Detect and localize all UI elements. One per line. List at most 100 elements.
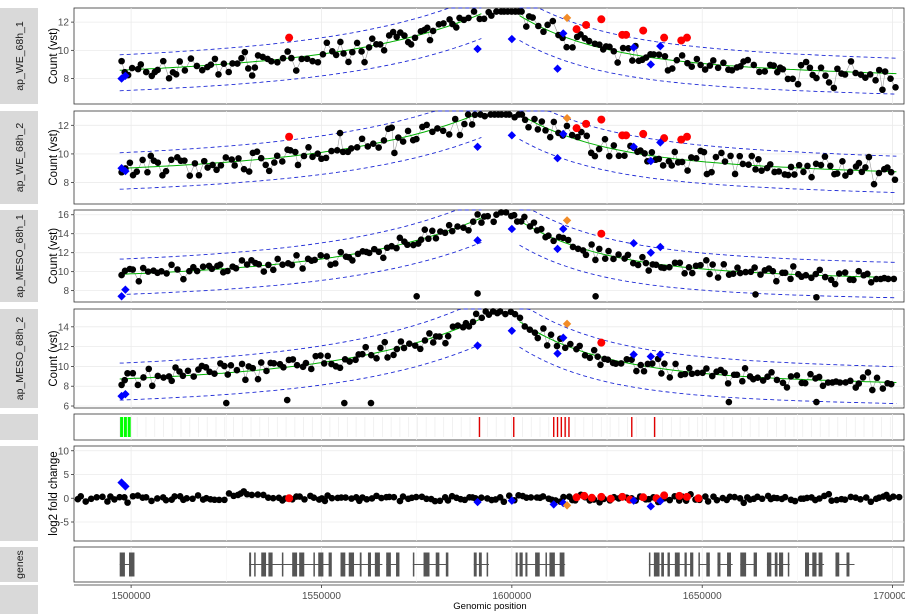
panel-2-point-142 [739,160,747,168]
panel-1-point-115 [610,47,618,55]
panel-3-point-79 [474,211,481,218]
panel-2-point-51 [339,148,347,156]
lfc-panel-point-172 [825,490,833,498]
panel-1-up-point-1 [572,25,581,34]
panel-3-down-diamond-2 [473,236,482,245]
panel-1-point-129 [668,65,676,72]
panel-3-point-35 [279,261,286,269]
panel-4-point-71 [429,339,437,346]
panel-4-point-33 [263,367,270,375]
panel-2-point-43 [305,144,312,151]
panel-3-point-69 [428,227,436,235]
panel-1-point-131 [678,52,686,59]
panel-4-point-151 [779,379,787,387]
panel-3-point-11 [168,261,175,269]
panel-2-y-title: Count (vst) [48,129,60,185]
genes-track-exon-7-3 [535,552,540,577]
lfc-panel-point-164 [791,497,799,505]
panel-3-point-80 [478,219,485,226]
panel-4-point-77 [454,322,462,329]
panel-1-point-62 [389,28,397,36]
panel-4-point-47 [324,352,332,360]
panel-2-down-diamond-6 [629,142,638,151]
panel-4-point-65 [400,344,408,352]
lfc-panel-down-diamond-8 [656,496,665,506]
panel-4-point-21 [211,370,218,377]
panel-4-strip [0,309,38,408]
genes-track-exon-1-6 [299,552,305,577]
lfc-panel-point-58 [328,494,336,502]
panel-4-point-32 [257,359,265,366]
panel-2-point-48 [328,147,335,155]
panel-1-point-99 [540,28,547,36]
panel-2-point-87 [505,111,513,118]
panel-2-down-diamond-8 [656,138,665,147]
panel-3-point-91 [521,213,528,221]
panel-4-outlier-3 [367,399,375,407]
panel-3-point-163 [841,269,849,276]
panel-2-strip-label: ap_WE_68h_2 [14,123,26,193]
panel-2-point-19 [200,157,208,165]
panel-3-point-157 [812,270,820,278]
panel-4-point-58 [373,355,380,362]
panel-3-point-106 [588,241,595,248]
panel-4-point-126 [666,374,674,381]
lfc-panel-point-21 [171,493,178,500]
panel-4-strip-label: ap_MESO_68h_2 [14,317,26,401]
lfc-panel-point-170 [816,495,823,502]
panel-4-point-40 [293,361,301,369]
lfc-panel-up-point-11 [675,491,684,500]
panel-4-point-173 [879,385,887,392]
panel-2-point-94 [534,126,542,133]
panel-1-point-139 [714,64,722,72]
lfc-panel-point-61 [342,494,349,501]
panel-2-point-123 [659,162,667,169]
panel-3-ytick-label-0: 8 [63,286,69,297]
lfc-panel-up-point-4 [597,492,606,501]
panel-2-point-11 [162,167,170,175]
panel-3-point-3 [129,266,137,273]
panel-2-point-27 [235,155,242,162]
panel-3-point-161 [831,280,839,288]
panel-4-point-115 [617,360,625,367]
panel-4-down-diamond-6 [629,350,638,359]
panel-4-point-30 [249,364,257,372]
panel-1-up-point-7 [660,33,669,42]
genes-track-exon-8-3 [667,552,670,577]
panel-4-point-97 [540,325,547,332]
panel-2-point-57 [370,140,377,147]
panel-2-frame [73,110,905,205]
genes-track-exon-3-1 [348,552,355,577]
panel-2-trend-line-0 [119,111,482,169]
panel-1-down-diamond-3 [507,34,517,44]
panel-3-point-102 [569,243,577,251]
panel-1-up-point-3 [597,15,606,24]
panel-2-point-28 [240,165,248,173]
panel-3-point-124 [666,263,673,271]
panel-1-point-9 [154,66,161,74]
panel-4-point-169 [859,374,867,381]
panel-1-point-180 [892,83,899,91]
panel-3-point-76 [460,224,467,232]
panel-2-ytick-label-2: 12 [58,121,70,132]
panel-2-point-178 [887,168,895,176]
panel-4-point-6 [145,365,153,373]
panel-1-point-56 [365,44,373,51]
panel-2-point-20 [204,164,211,171]
panel-2-point-125 [668,162,676,169]
panel-2-point-160 [812,160,820,168]
panel-4-point-12 [172,364,179,371]
lfc-panel-hit-diamond-0 [562,501,572,510]
panel-4-band-upper-1 [519,308,897,368]
panel-2-point-32 [257,154,265,162]
panel-1-point-26 [234,60,241,67]
panel-1-point-29 [244,65,252,72]
panel-3-point-168 [864,270,871,278]
panel-1-point-67 [407,41,415,48]
panel-2-point-154 [787,163,795,171]
panel-3-point-63 [404,241,411,249]
panel-1-point-130 [673,56,681,64]
panel-2-point-69 [423,121,431,129]
panel-3-ytick-label-1: 10 [58,267,70,278]
panel-4-outlier-5 [813,398,820,406]
